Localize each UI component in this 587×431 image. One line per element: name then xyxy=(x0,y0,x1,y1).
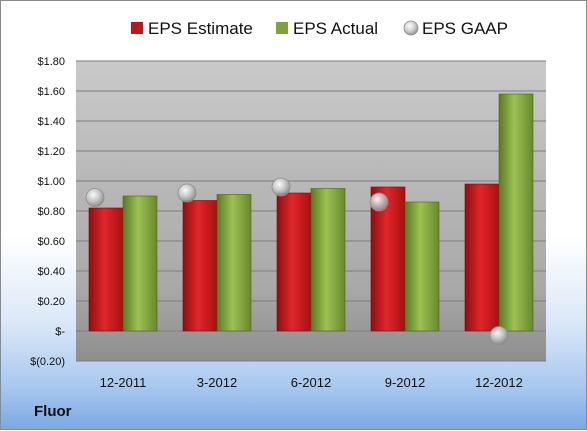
bar-eps-actual xyxy=(498,93,534,332)
bar-eps-actual xyxy=(404,201,440,332)
bar-eps-estimate xyxy=(464,183,500,332)
point-eps-gaap xyxy=(271,177,291,197)
x-tick-label: 9-2012 xyxy=(385,375,425,390)
y-tick-label: $1.60 xyxy=(37,86,65,98)
legend-marker-eps-estimate xyxy=(131,22,143,34)
point-eps-gaap xyxy=(177,183,197,203)
legend-marker-eps-actual xyxy=(276,22,288,34)
x-tick-label: 6-2012 xyxy=(291,375,331,390)
y-tick-label: $1.00 xyxy=(37,176,65,188)
y-tick-label: $1.80 xyxy=(37,56,65,68)
x-tick-label: 3-2012 xyxy=(197,375,237,390)
y-tick-label: $0.20 xyxy=(37,296,65,308)
y-tick-label: $0.80 xyxy=(37,206,65,218)
x-tick-label: 12-2011 xyxy=(100,375,147,390)
legend-marker-eps-gaap xyxy=(403,20,419,36)
y-tick-label: $0.40 xyxy=(37,266,65,278)
legend-label: EPS GAAP xyxy=(422,19,508,38)
y-tick-label: $1.20 xyxy=(37,146,65,158)
point-eps-gaap xyxy=(85,188,105,207)
bar-eps-estimate xyxy=(182,200,218,332)
company-name: Fluor xyxy=(34,403,72,420)
x-tick-label: 12-2012 xyxy=(475,375,523,390)
y-tick-label: $(0.20) xyxy=(30,356,65,368)
y-tick-label: $0.60 xyxy=(37,236,65,248)
y-tick-label: $- xyxy=(55,326,65,338)
point-eps-gaap xyxy=(489,326,509,345)
bar-eps-estimate xyxy=(88,207,124,332)
bar-eps-actual xyxy=(122,195,158,332)
bar-eps-actual xyxy=(216,194,252,332)
point-eps-gaap xyxy=(369,192,389,212)
legend-label: EPS Actual xyxy=(293,19,378,38)
bar-eps-actual xyxy=(310,188,346,332)
bar-eps-estimate xyxy=(276,192,312,332)
y-tick-label: $1.40 xyxy=(37,116,65,128)
legend-label: EPS Estimate xyxy=(148,19,253,38)
